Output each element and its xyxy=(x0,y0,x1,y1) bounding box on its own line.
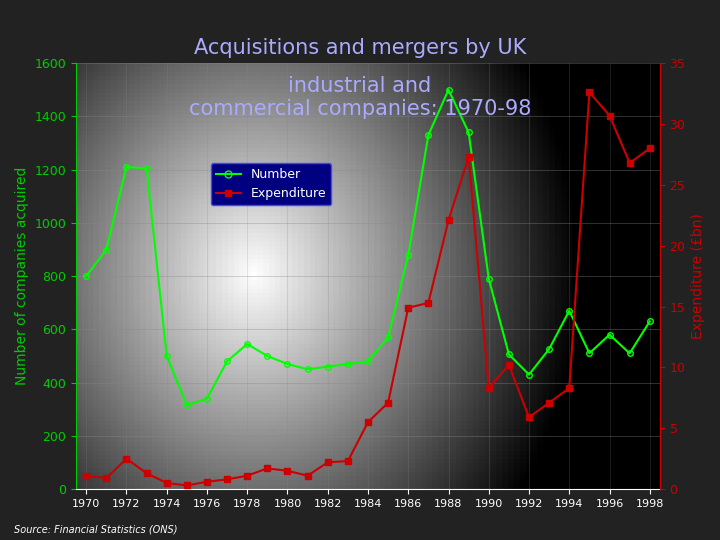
Legend: Number, Expenditure: Number, Expenditure xyxy=(211,163,331,205)
Y-axis label: Expenditure (£bn): Expenditure (£bn) xyxy=(691,213,705,339)
Y-axis label: Number of companies acquired: Number of companies acquired xyxy=(15,167,29,386)
Text: industrial and
commercial companies: 1970-98: industrial and commercial companies: 197… xyxy=(189,76,531,119)
Text: Acquisitions and mergers by UK: Acquisitions and mergers by UK xyxy=(194,38,526,58)
Text: Source: Financial Statistics (ONS): Source: Financial Statistics (ONS) xyxy=(14,524,178,535)
